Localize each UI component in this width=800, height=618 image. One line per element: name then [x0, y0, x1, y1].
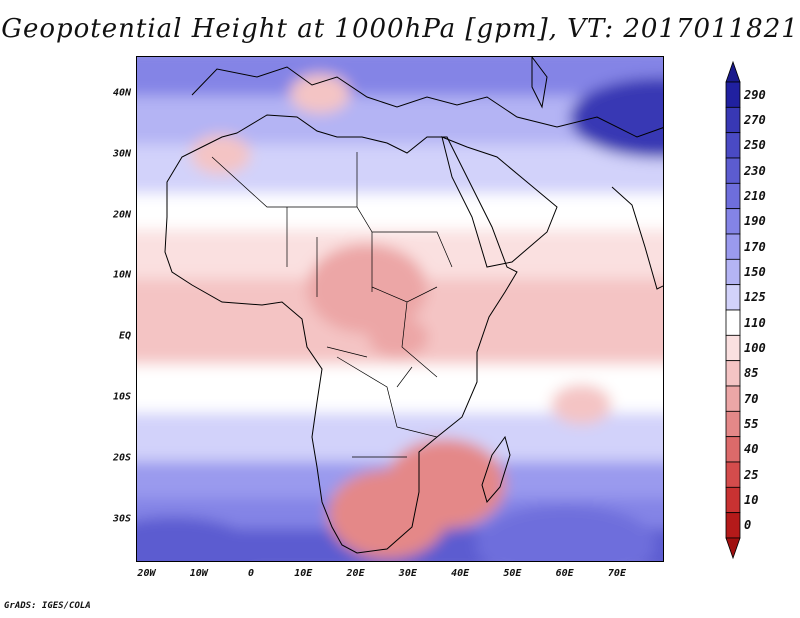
lat-tick-label: 20S	[112, 452, 131, 464]
lon-tick-label: 20W	[137, 568, 156, 579]
lon-tick-label: 30E	[398, 568, 417, 579]
colorbar-swatch	[725, 410, 741, 438]
colorbar-level-label: 290	[744, 87, 766, 102]
colorbar-swatch	[725, 208, 741, 235]
low-morocco	[190, 134, 251, 175]
colorbar-swatch	[725, 132, 741, 159]
colorbar-bottom-arrow	[725, 537, 741, 560]
lat-tick-label: 40N	[112, 87, 131, 99]
colorbar-level-label: 230	[744, 163, 766, 178]
height-field	[137, 57, 663, 561]
india	[611, 186, 663, 290]
colorbar-level-label: 25	[744, 467, 759, 482]
colorbar-swatch	[725, 309, 741, 336]
low-indian-ocean	[551, 384, 612, 425]
colorbar-level-label: 100	[744, 341, 766, 355]
colorbar-swatch	[725, 486, 741, 514]
colorbar-level-label: 40	[744, 442, 759, 457]
colorbar-level-label: 190	[744, 214, 766, 229]
colorbar-level-label: 70	[744, 391, 759, 406]
caspian-sea	[531, 57, 548, 109]
country-borders	[211, 152, 453, 458]
lon-tick-label: 10W	[189, 568, 208, 579]
lat-tick-label: 30N	[112, 148, 131, 160]
madagascar	[481, 435, 511, 504]
lon-tick-label: 70E	[607, 568, 626, 579]
lat-tick-label: 30S	[112, 513, 131, 525]
colorbar	[725, 60, 741, 560]
lon-tick-label: 50E	[503, 568, 522, 579]
high-himalaya	[569, 77, 663, 158]
chart-title: Geopotential Height at 1000hPa [gpm], VT…	[1, 14, 799, 44]
colorbar-level-label: 10	[744, 493, 759, 507]
europe-coast	[191, 66, 663, 138]
high-south-indian-ocean	[475, 504, 656, 561]
colorbar-level-label: 150	[744, 265, 766, 279]
colorbar-swatch	[725, 512, 741, 539]
colorbar-swatch	[725, 334, 741, 362]
colorbar-level-label: 55	[744, 417, 759, 431]
arabian-peninsula	[441, 136, 558, 268]
map-panel	[136, 56, 664, 562]
colorbar-swatch	[725, 258, 741, 286]
high-south-atlantic	[137, 516, 264, 561]
low-sahel-central-africa	[307, 243, 428, 334]
lat-tick-label: EQ	[118, 330, 131, 342]
colorbar-swatch	[725, 284, 741, 311]
africa-coastline	[164, 114, 518, 554]
lat-tick-label: 20N	[112, 209, 131, 220]
colorbar-level-label: 250	[744, 138, 766, 153]
lon-tick-label: 10E	[294, 568, 313, 579]
colorbar-swatch	[725, 81, 741, 108]
lat-tick-label: 10N	[112, 269, 131, 281]
colorbar-level-label: 270	[744, 113, 766, 127]
colorbar-level-label: 125	[744, 290, 766, 305]
lon-tick-label: 60E	[555, 568, 574, 579]
colorbar-top-arrow	[725, 60, 741, 83]
colorbar-swatch	[725, 360, 741, 387]
colorbar-swatch	[725, 157, 741, 184]
lat-tick-label: 10S	[112, 391, 131, 403]
colorbar-swatch	[725, 233, 741, 260]
coastlines	[164, 57, 663, 554]
colorbar-level-label: 210	[744, 189, 766, 203]
low-mozambique-channel	[385, 438, 506, 529]
low-great-lakes	[368, 317, 429, 358]
colorbar-level-label: 110	[744, 315, 766, 330]
low-southern-italy	[289, 73, 350, 114]
lon-tick-label: 0	[247, 568, 255, 579]
colorbar-level-label: 170	[744, 239, 766, 254]
map-canvas	[137, 57, 663, 561]
grads-credit: GrADS: IGES/COLA	[4, 601, 91, 611]
colorbar-swatch	[725, 436, 741, 463]
colorbar-level-label: 0	[744, 518, 752, 533]
colorbar-swatch	[725, 385, 741, 412]
colorbar-swatch	[725, 461, 741, 488]
lon-tick-label: 40E	[451, 568, 470, 579]
colorbar-swatch	[725, 182, 741, 210]
colorbar-level-label: 85	[744, 366, 759, 381]
lon-tick-label: 20E	[346, 568, 365, 579]
colorbar-swatch	[725, 106, 741, 134]
